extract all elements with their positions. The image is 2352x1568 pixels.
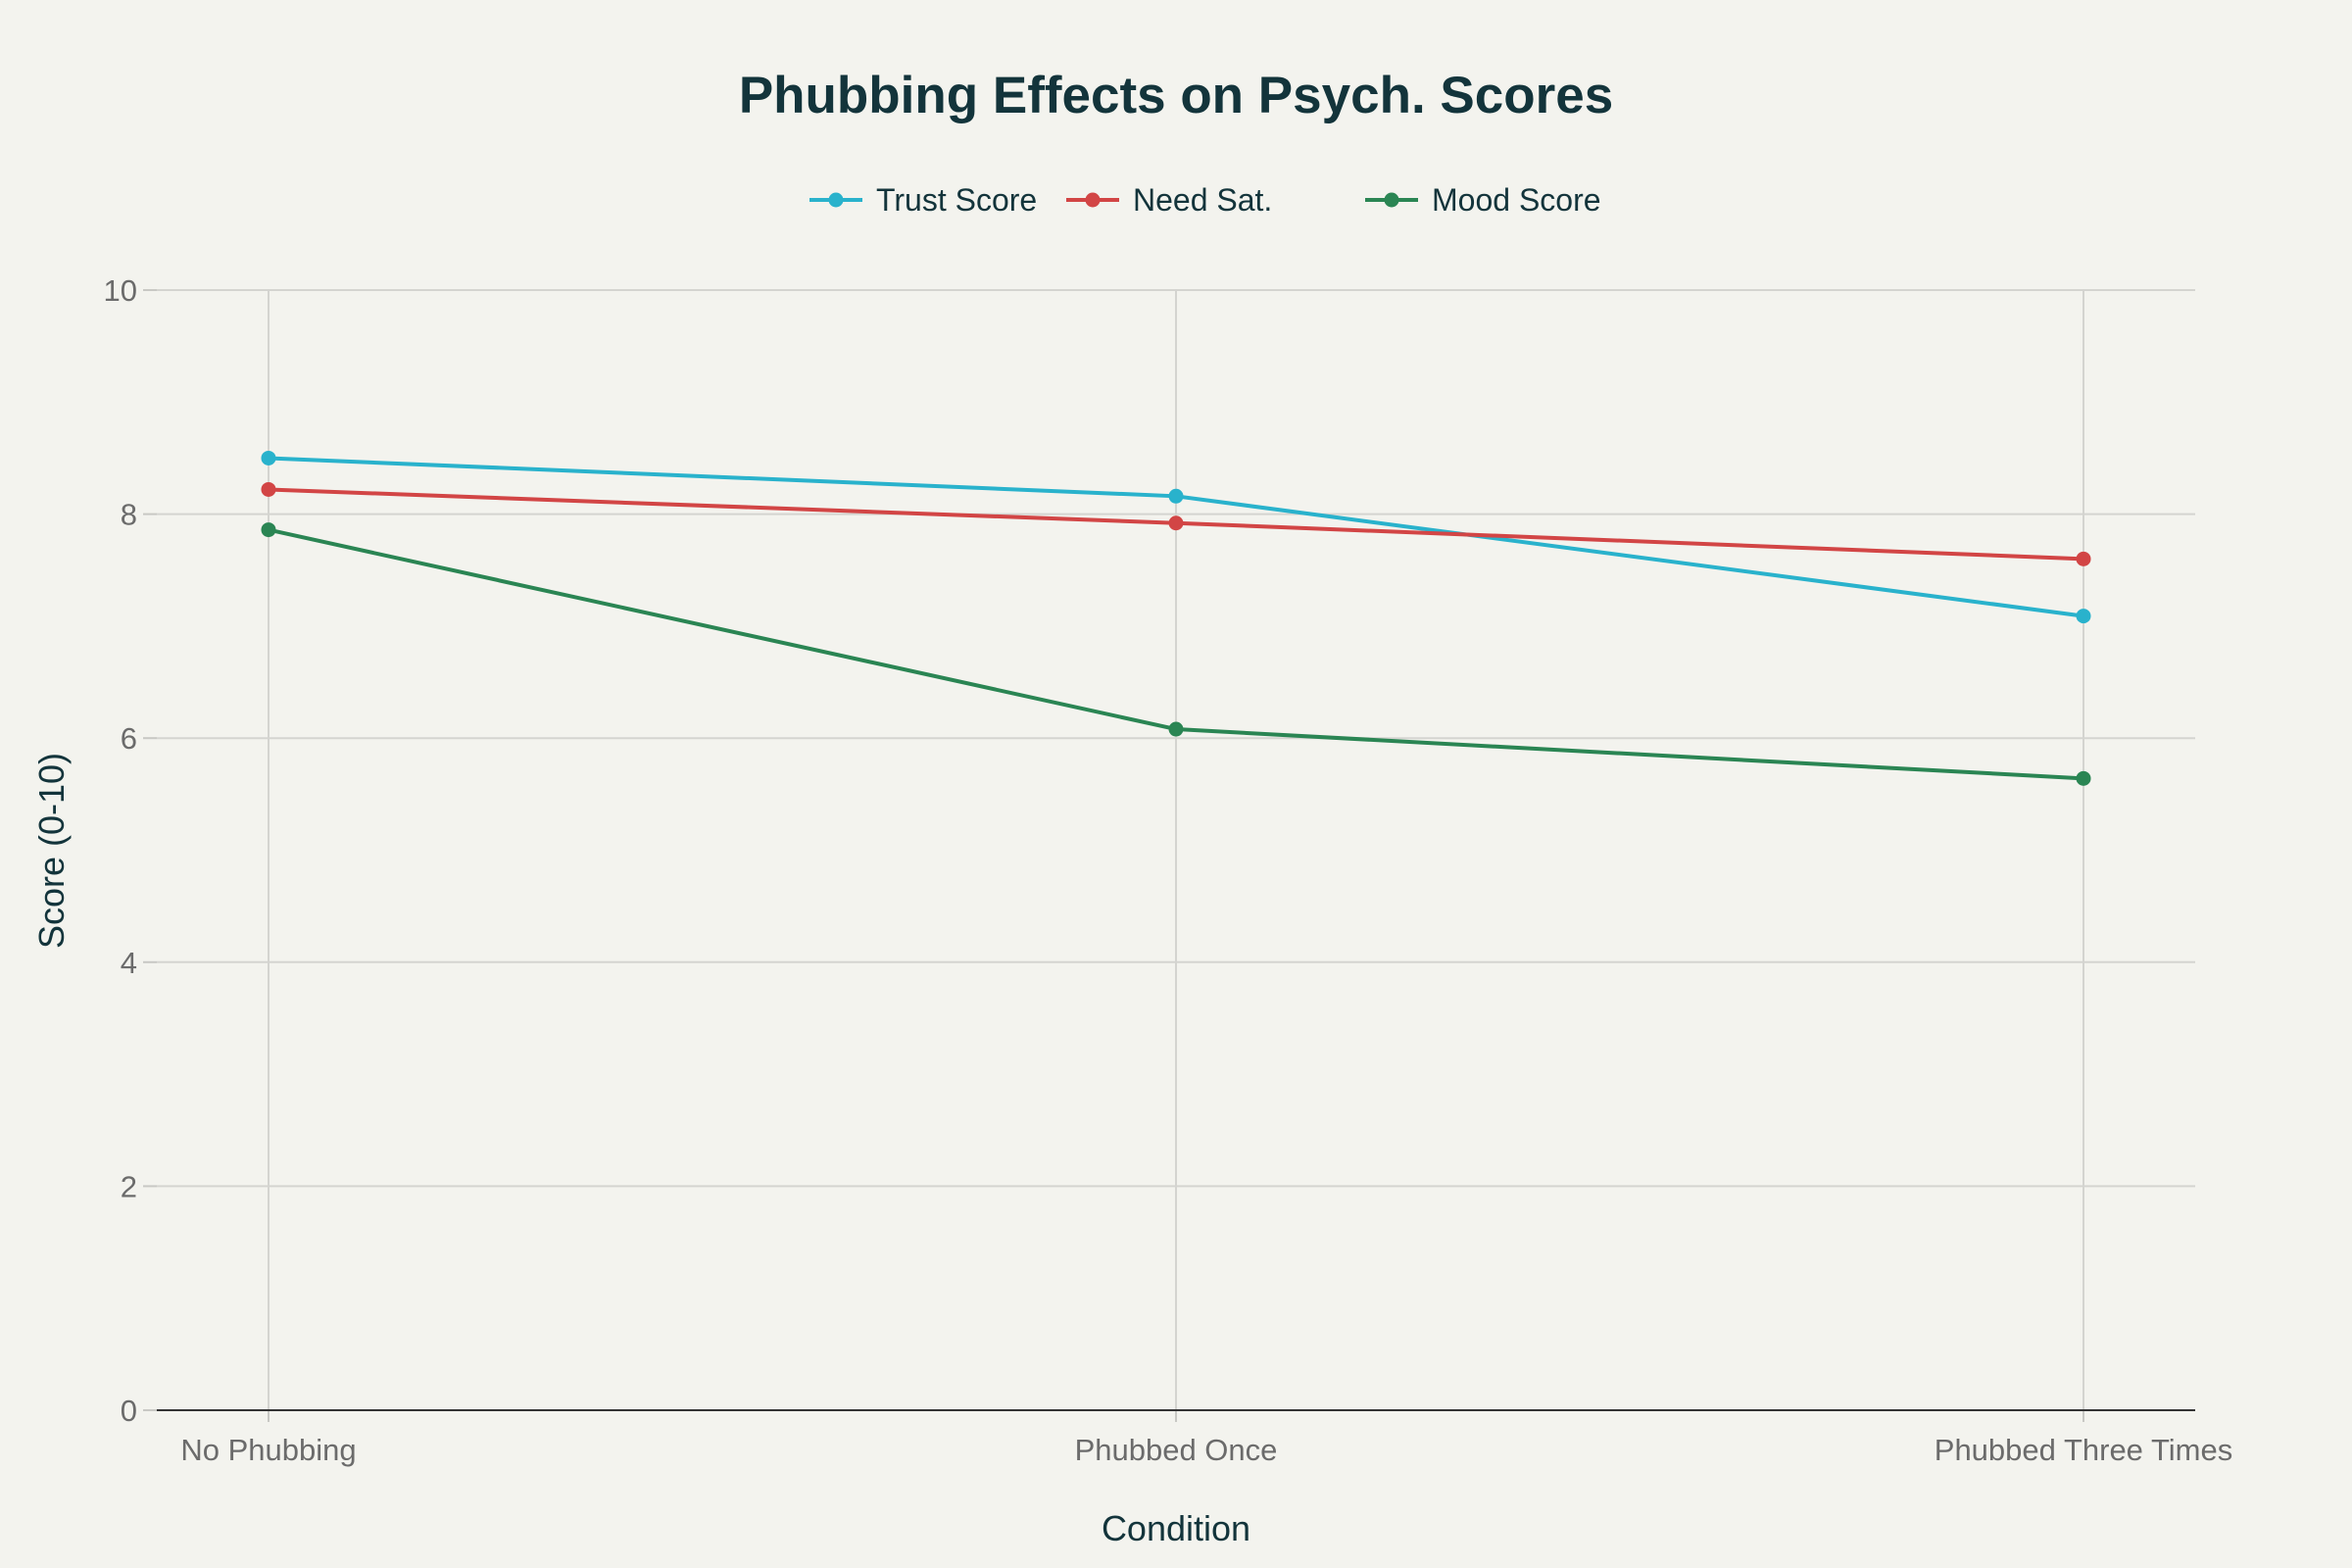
legend-swatch-marker [828,192,844,208]
legend-label: Need Sat. [1133,182,1272,218]
data-point-mood-score [2076,770,2091,786]
x-tick-label: No Phubbing [180,1433,356,1467]
legend-item-mood-score: Mood Score [1365,182,1601,218]
chart-title: Phubbing Effects on Psych. Scores [739,67,1613,124]
data-point-need-sat [1168,515,1184,531]
legend-label: Mood Score [1432,182,1601,218]
series-group [261,450,2091,786]
x-tick-label: Phubbed Once [1075,1433,1278,1467]
legend: Trust Score Need Sat. Mood Score [809,182,1601,218]
data-point-need-sat [261,481,276,497]
legend-item-need-sat: Need Sat. [1066,182,1272,218]
y-axis: 0 2 4 6 8 10 [104,273,157,1428]
grid [157,289,2195,1410]
y-tick-label: 0 [121,1394,137,1428]
y-tick-label: 4 [121,946,137,980]
legend-item-trust-score: Trust Score [809,182,1037,218]
x-axis-title: Condition [1102,1508,1250,1548]
x-tick-label: Phubbed Three Times [1935,1433,2232,1467]
data-point-mood-score [261,522,276,538]
data-point-trust-score [261,450,276,466]
y-tick-label: 2 [121,1169,137,1203]
data-point-trust-score [2076,609,2091,624]
y-axis-title: Score (0-10) [31,753,72,949]
series-mood-score [261,522,2091,786]
legend-swatch-marker [1384,192,1399,208]
y-tick-label: 6 [121,721,137,756]
data-point-need-sat [2076,551,2091,566]
legend-label: Trust Score [876,182,1037,218]
series-trust-score [261,450,2091,624]
y-tick-label: 8 [121,498,137,532]
legend-swatch-marker [1085,192,1101,208]
series-need-sat [261,481,2091,566]
y-tick-label: 10 [104,273,137,308]
data-point-trust-score [1168,488,1184,504]
data-point-mood-score [1168,721,1184,737]
x-axis: No Phubbing Phubbed Once Phubbed Three Tim… [180,1410,2232,1467]
